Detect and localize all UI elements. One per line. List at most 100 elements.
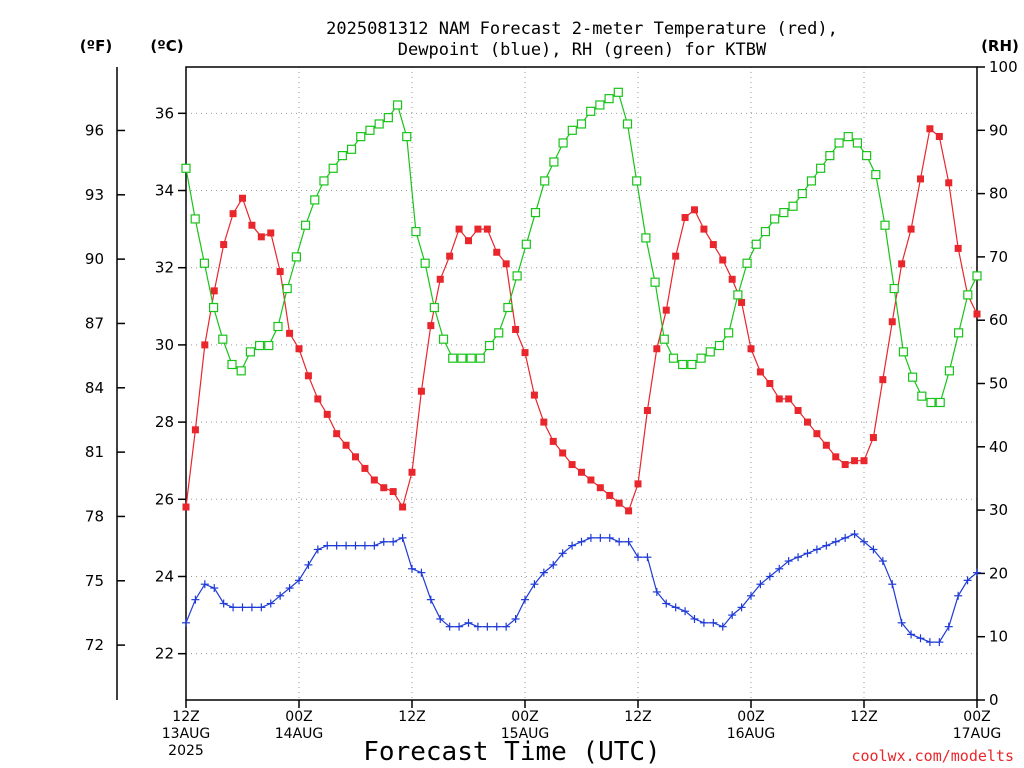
rh-point	[696, 353, 706, 363]
dewpoint-point	[539, 568, 548, 577]
temperature-point	[606, 491, 614, 499]
rh-tick-label: 80	[989, 185, 1008, 203]
temperature-point	[512, 325, 520, 333]
rh-point	[862, 151, 872, 161]
temperature-point	[643, 407, 651, 415]
rh-point	[944, 366, 955, 376]
celsius-tick-label: 22	[155, 645, 174, 663]
celsius-tick-label: 24	[155, 567, 174, 585]
rh-point	[972, 271, 982, 281]
dewpoint-point	[869, 545, 878, 554]
dewpoint-point	[304, 560, 313, 569]
dewpoint-point	[351, 541, 360, 550]
rh-tick-label: 50	[989, 375, 1008, 393]
temperature-point	[333, 430, 341, 438]
dewpoint-point	[850, 530, 859, 539]
rh-point	[788, 201, 798, 211]
rh-point	[797, 189, 807, 199]
temperature-point	[474, 225, 482, 233]
dewpoint-point	[483, 622, 492, 631]
rh-tick-label: 30	[989, 501, 1008, 519]
fahrenheit-tick-label: 75	[85, 572, 104, 590]
dewpoint-point	[643, 553, 652, 562]
dewpoint-point	[568, 541, 577, 550]
rh-point	[816, 163, 826, 173]
x-tick-label: 14AUG	[275, 726, 324, 742]
rh-point	[328, 163, 338, 173]
rh-point	[429, 302, 439, 313]
temperature-point	[201, 341, 209, 349]
rh-point	[724, 328, 734, 338]
dewpoint-point	[502, 622, 511, 631]
temperature-point	[926, 125, 934, 133]
rh-point	[880, 220, 890, 230]
rh-point	[346, 144, 357, 154]
rh-point	[402, 132, 412, 142]
temperature-point	[822, 441, 830, 449]
temperature-point	[869, 434, 877, 442]
rh-point	[512, 271, 522, 281]
dewpoint-point	[295, 576, 303, 585]
celsius-tick-label: 32	[155, 259, 174, 277]
dewpoint-point	[360, 541, 369, 550]
dewpoint-point	[878, 557, 887, 566]
dewpoint-point	[398, 533, 407, 542]
dewpoint-point	[596, 533, 605, 542]
rh-point	[733, 290, 743, 300]
temperature-point	[389, 488, 397, 496]
dewpoint-point	[605, 533, 614, 542]
dewpoint-point	[577, 537, 586, 546]
rh-point	[668, 353, 679, 363]
rh-point	[714, 340, 725, 351]
temperature-point	[399, 503, 407, 511]
temperature-point	[568, 461, 576, 469]
x-tick-label: 12Z	[398, 709, 425, 725]
rh-point	[871, 170, 881, 180]
temperature-point	[841, 461, 849, 469]
dewpoint-point	[586, 533, 595, 542]
rh-point	[742, 258, 752, 268]
temperature-point	[728, 275, 736, 283]
rh-point	[337, 151, 347, 161]
rh-point	[475, 353, 485, 363]
temperature-point	[653, 345, 661, 353]
rh-point	[540, 176, 550, 186]
temperature-point	[917, 175, 924, 183]
dewpoint-point	[521, 595, 529, 604]
x-tick-label: 2025	[168, 743, 204, 759]
dewpoint-point	[860, 537, 868, 546]
temperature-point	[860, 457, 868, 465]
temperature-point	[747, 345, 755, 353]
rh-point	[383, 113, 393, 123]
rh-point	[236, 366, 246, 376]
rh-point	[917, 391, 927, 401]
rh-point	[898, 347, 909, 357]
x-tick-label: 00Z	[963, 709, 990, 725]
temperature-point	[286, 329, 294, 337]
rh-point	[420, 258, 430, 268]
temperature-point	[314, 395, 322, 403]
temperature-point	[530, 391, 538, 399]
dewpoint-point	[210, 584, 219, 593]
temperature-point	[785, 395, 793, 403]
dewpoint-point	[709, 618, 718, 627]
dewpoint-point	[756, 580, 765, 589]
rh-point	[484, 340, 495, 351]
fahrenheit-tick-label: 78	[85, 507, 104, 525]
dewpoint-point	[690, 614, 699, 623]
x-tick-label: 00Z	[737, 709, 764, 725]
rh-point	[227, 359, 237, 370]
temperature-point	[888, 318, 896, 326]
rh-point	[843, 132, 853, 142]
fahrenheit-tick-label: 96	[85, 121, 104, 139]
celsius-tick-label: 30	[155, 336, 174, 354]
temperature-point	[427, 322, 435, 330]
dewpoint-point	[662, 599, 671, 608]
rh-point	[365, 125, 375, 135]
rh-point	[319, 176, 329, 186]
celsius-unit-label: (ºC)	[150, 37, 183, 55]
x-tick-label: 13AUG	[162, 726, 211, 742]
rh-point	[291, 252, 301, 262]
